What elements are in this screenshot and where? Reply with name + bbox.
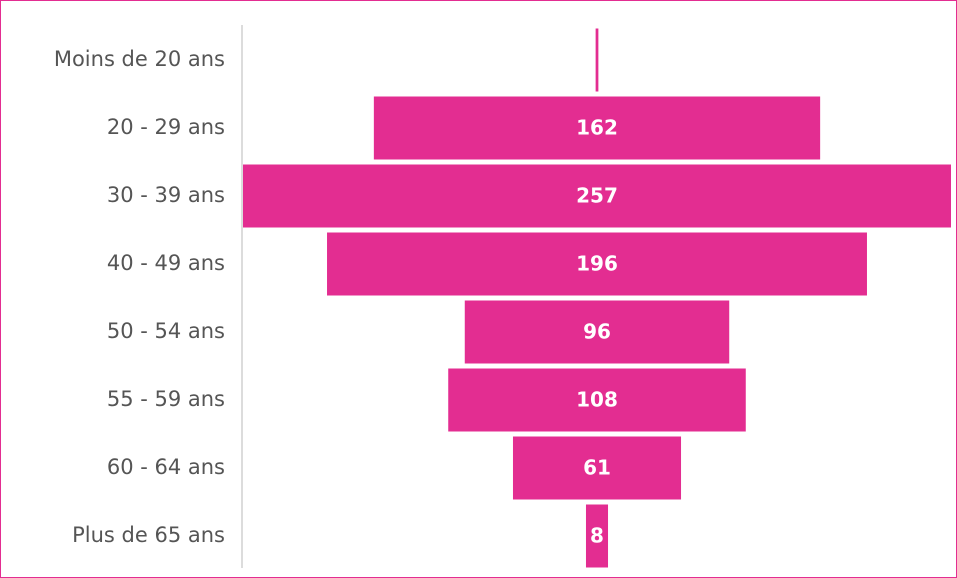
data-label: 196 <box>576 252 618 276</box>
category-label: 30 - 39 ans <box>107 183 225 207</box>
funnel-bar <box>512 436 682 500</box>
funnel-bar <box>448 368 746 432</box>
funnel-bar <box>243 164 951 228</box>
funnel-bar <box>373 96 821 160</box>
category-label: Moins de 20 ans <box>54 47 225 71</box>
data-label: 162 <box>576 116 618 140</box>
category-label: 55 - 59 ans <box>107 387 225 411</box>
data-label: 8 <box>590 524 604 548</box>
funnel-bar <box>585 504 609 568</box>
funnel-bar <box>464 300 730 364</box>
category-label: Plus de 65 ans <box>72 523 225 547</box>
category-label: 40 - 49 ans <box>107 251 225 275</box>
category-label: 60 - 64 ans <box>107 455 225 479</box>
data-label: 108 <box>576 388 618 412</box>
category-label: 50 - 54 ans <box>107 319 225 343</box>
data-label: 96 <box>583 320 611 344</box>
funnel-bar <box>327 232 867 296</box>
data-label: 257 <box>576 184 618 208</box>
funnel-bar <box>595 28 599 92</box>
category-label: 20 - 29 ans <box>107 115 225 139</box>
data-label: 61 <box>583 456 611 480</box>
